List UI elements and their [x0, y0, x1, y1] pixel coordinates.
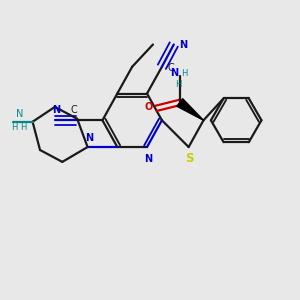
- Text: N: N: [178, 40, 187, 50]
- Text: N: N: [145, 154, 153, 164]
- Text: C: C: [167, 63, 174, 73]
- Text: N: N: [170, 68, 178, 78]
- Text: C: C: [71, 106, 78, 116]
- Text: H: H: [181, 69, 188, 78]
- Text: N: N: [85, 133, 93, 143]
- Text: N: N: [52, 106, 60, 116]
- Polygon shape: [177, 99, 203, 120]
- Text: N: N: [16, 109, 24, 119]
- Text: H: H: [175, 80, 181, 89]
- Text: O: O: [144, 103, 153, 112]
- Text: H: H: [11, 123, 17, 132]
- Text: H: H: [20, 123, 26, 132]
- Text: S: S: [185, 152, 194, 165]
